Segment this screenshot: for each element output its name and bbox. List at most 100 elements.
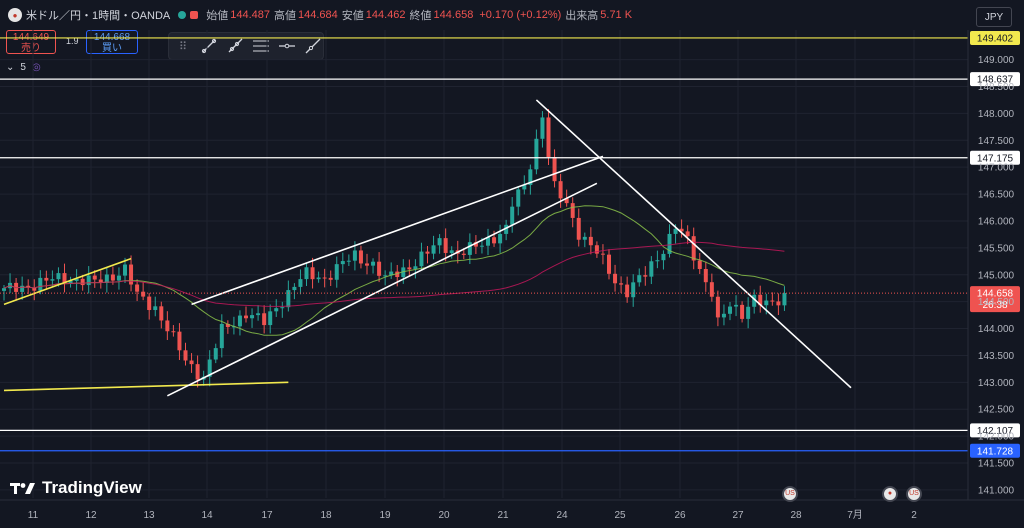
trend-line[interactable] xyxy=(535,99,852,389)
candle-body xyxy=(413,266,418,270)
candle-body xyxy=(661,253,666,261)
level-price-label: 149.402 xyxy=(977,33,1014,44)
trend-line[interactable] xyxy=(166,182,598,397)
high-label: 高値 xyxy=(274,10,297,22)
sell-price: 144.649 xyxy=(12,32,50,43)
buy-price: 144.668 xyxy=(93,32,131,43)
alert-icon xyxy=(190,11,199,19)
low-value: 144.462 xyxy=(365,9,406,21)
candle-body xyxy=(50,279,55,281)
drawing-toolbar: ⠿ xyxy=(168,32,324,60)
y-tick-label: 149.000 xyxy=(978,55,1015,66)
parallel-channel-tool-icon[interactable] xyxy=(251,36,271,56)
symbol-logo-icon: ● xyxy=(8,8,22,22)
candle-body xyxy=(419,251,424,267)
candle-body xyxy=(26,285,31,288)
high-value: 144.684 xyxy=(298,9,338,21)
symbol-title[interactable]: 米ドル／円・1時間・OANDA xyxy=(26,10,171,22)
us-flag-event-icon[interactable]: US xyxy=(782,486,798,502)
candle-body xyxy=(655,260,660,262)
candle-body xyxy=(437,238,442,246)
trend-line[interactable] xyxy=(3,257,132,306)
level-price-tag xyxy=(970,443,1020,458)
drag-handle-icon[interactable]: ⠿ xyxy=(178,40,188,53)
us-flag-event-icon[interactable]: US xyxy=(906,486,922,502)
candle-body xyxy=(68,280,73,284)
change-value: +0.170 (+0.12%) xyxy=(479,9,562,21)
open-value: 144.487 xyxy=(230,9,271,21)
buy-button[interactable]: 144.668 買い xyxy=(86,30,138,54)
candle-body xyxy=(588,236,593,246)
extended-line-tool-icon[interactable] xyxy=(303,36,323,56)
trend-line[interactable] xyxy=(191,155,604,306)
y-tick-label: 146.500 xyxy=(978,190,1015,201)
candle-body xyxy=(528,169,533,185)
ray-tool-icon[interactable] xyxy=(225,36,245,56)
candle-body xyxy=(443,238,448,253)
currency-selector[interactable]: JPY xyxy=(976,7,1012,27)
tradingview-logo-icon xyxy=(10,483,35,494)
candle-body xyxy=(522,184,527,190)
candle-body xyxy=(401,267,406,278)
level-price-tag xyxy=(970,150,1020,165)
candle-body xyxy=(135,284,140,292)
x-tick-label: 2 xyxy=(911,510,917,521)
candle-body xyxy=(80,278,85,286)
candle-body xyxy=(32,287,37,291)
candle-body xyxy=(20,285,25,292)
y-tick-label: 146.000 xyxy=(978,216,1015,227)
candle-body xyxy=(619,283,624,285)
candle-body xyxy=(129,264,134,285)
candle-body xyxy=(728,306,732,314)
candle-body xyxy=(86,275,91,286)
candle-body xyxy=(407,267,412,270)
candle-body xyxy=(262,313,267,326)
candle-body xyxy=(782,293,787,306)
candle-body xyxy=(764,300,769,306)
candle-body xyxy=(643,275,648,277)
candle-body xyxy=(395,271,400,278)
indicators-toggle[interactable]: ⌄ 5 ◎ xyxy=(6,60,41,74)
candle-body xyxy=(286,290,291,308)
candle-body xyxy=(304,267,309,280)
candle-body xyxy=(62,273,67,284)
candle-body xyxy=(431,245,436,254)
candle-body xyxy=(340,261,345,265)
x-tick-label: 28 xyxy=(790,510,802,521)
candle-body xyxy=(207,359,212,377)
jp-flag-event-icon[interactable]: ● xyxy=(882,486,898,502)
candle-body xyxy=(201,376,206,380)
x-tick-label: 26 xyxy=(674,510,686,521)
sell-button[interactable]: 144.649 売り xyxy=(6,30,56,54)
candle-body xyxy=(159,306,164,321)
candle-body xyxy=(14,282,19,292)
x-tick-label: 24 xyxy=(556,510,568,521)
candle-body xyxy=(752,294,757,307)
y-tick-label: 148.000 xyxy=(978,109,1015,120)
candle-body xyxy=(92,275,97,280)
candle-body xyxy=(776,301,781,306)
trend-line-tool-icon[interactable] xyxy=(199,36,219,56)
brand-name: TradingView xyxy=(42,478,142,497)
current-price-tag xyxy=(970,286,1020,313)
open-label: 始値 xyxy=(206,10,229,22)
horizontal-line-tool-icon[interactable] xyxy=(277,36,297,56)
candle-body xyxy=(44,277,49,281)
candle-body xyxy=(492,237,497,244)
volume-label: 出来高 xyxy=(565,10,599,22)
y-tick-label: 141.500 xyxy=(978,459,1015,470)
y-tick-label: 144.500 xyxy=(978,297,1015,308)
candle-body xyxy=(467,242,472,255)
candle-body xyxy=(141,291,146,297)
level-price-tag xyxy=(970,30,1020,45)
level-price-label: 147.175 xyxy=(977,153,1014,164)
x-tick-label: 18 xyxy=(320,510,332,521)
candle-body xyxy=(98,279,103,283)
ma-long-line xyxy=(3,241,785,307)
trend-line[interactable] xyxy=(3,381,289,392)
sell-label: 売り xyxy=(21,43,41,54)
candle-body xyxy=(746,306,751,319)
candle-body xyxy=(510,206,515,225)
candle-body xyxy=(322,277,327,279)
